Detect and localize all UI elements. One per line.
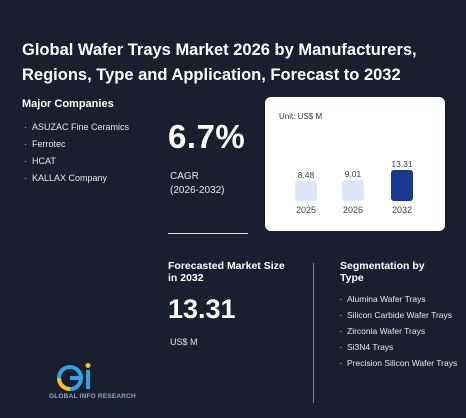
- segment-item: Precision Silicon Wafer Trays: [339, 357, 461, 370]
- chart-category-label: 2025: [296, 205, 316, 215]
- segmentation-heading: Segmentation by Type: [340, 260, 425, 284]
- company-logo: [57, 363, 91, 391]
- segment-item: Si3N4 Trays: [339, 341, 461, 354]
- market-size-chart-card: Unit: US$ M 8.48 2025 9.01 2026 13.31 2032: [265, 97, 445, 231]
- divider: [168, 233, 248, 234]
- chart-value-label: 13.31: [391, 159, 413, 169]
- chart-category-label: 2026: [343, 205, 363, 215]
- cagr-label: CAGR: [170, 171, 199, 182]
- cagr-value: 6.7%: [168, 118, 246, 155]
- companies-list: ASUZAC Fine Ceramics Ferrotec HCAT KALLA…: [24, 119, 129, 187]
- chart-category-label: 2032: [392, 205, 412, 215]
- market-size-chart: 8.48 2025 9.01 2026 13.31 2032: [295, 159, 413, 215]
- forecast-unit: US$ M: [170, 337, 198, 347]
- segment-item: Zirconia Wafer Trays: [339, 325, 461, 338]
- company-item: ASUZAC Fine Ceramics: [24, 119, 129, 136]
- chart-bar-2025: [295, 181, 317, 201]
- cagr-period: (2026-2032): [170, 185, 225, 196]
- chart-value-label: 8.48: [298, 170, 315, 180]
- page-title: Global Wafer Trays Market 2026 by Manufa…: [22, 41, 417, 84]
- forecast-label: Forecasted Market Size in 2032: [168, 260, 285, 284]
- company-item: HCAT: [24, 153, 129, 170]
- chart-value-label: 9.01: [345, 169, 362, 179]
- chart-bar-2026: [342, 180, 364, 201]
- vertical-divider: [313, 263, 314, 403]
- chart-unit-label: Unit: US$ M: [279, 112, 323, 121]
- segmentation-list: Alumina Wafer Trays Silicon Carbide Wafe…: [339, 293, 461, 373]
- company-item: KALLAX Company: [24, 170, 129, 187]
- segment-item: Alumina Wafer Trays: [339, 293, 461, 306]
- segment-item: Silicon Carbide Wafer Trays: [339, 309, 461, 322]
- forecast-value: 13.31: [168, 294, 236, 324]
- companies-heading: Major Companies: [22, 98, 114, 110]
- company-item: Ferrotec: [24, 136, 129, 153]
- logo-text: GLOBAL INFO RESEARCH: [49, 393, 136, 400]
- chart-bar-2032: [391, 170, 413, 201]
